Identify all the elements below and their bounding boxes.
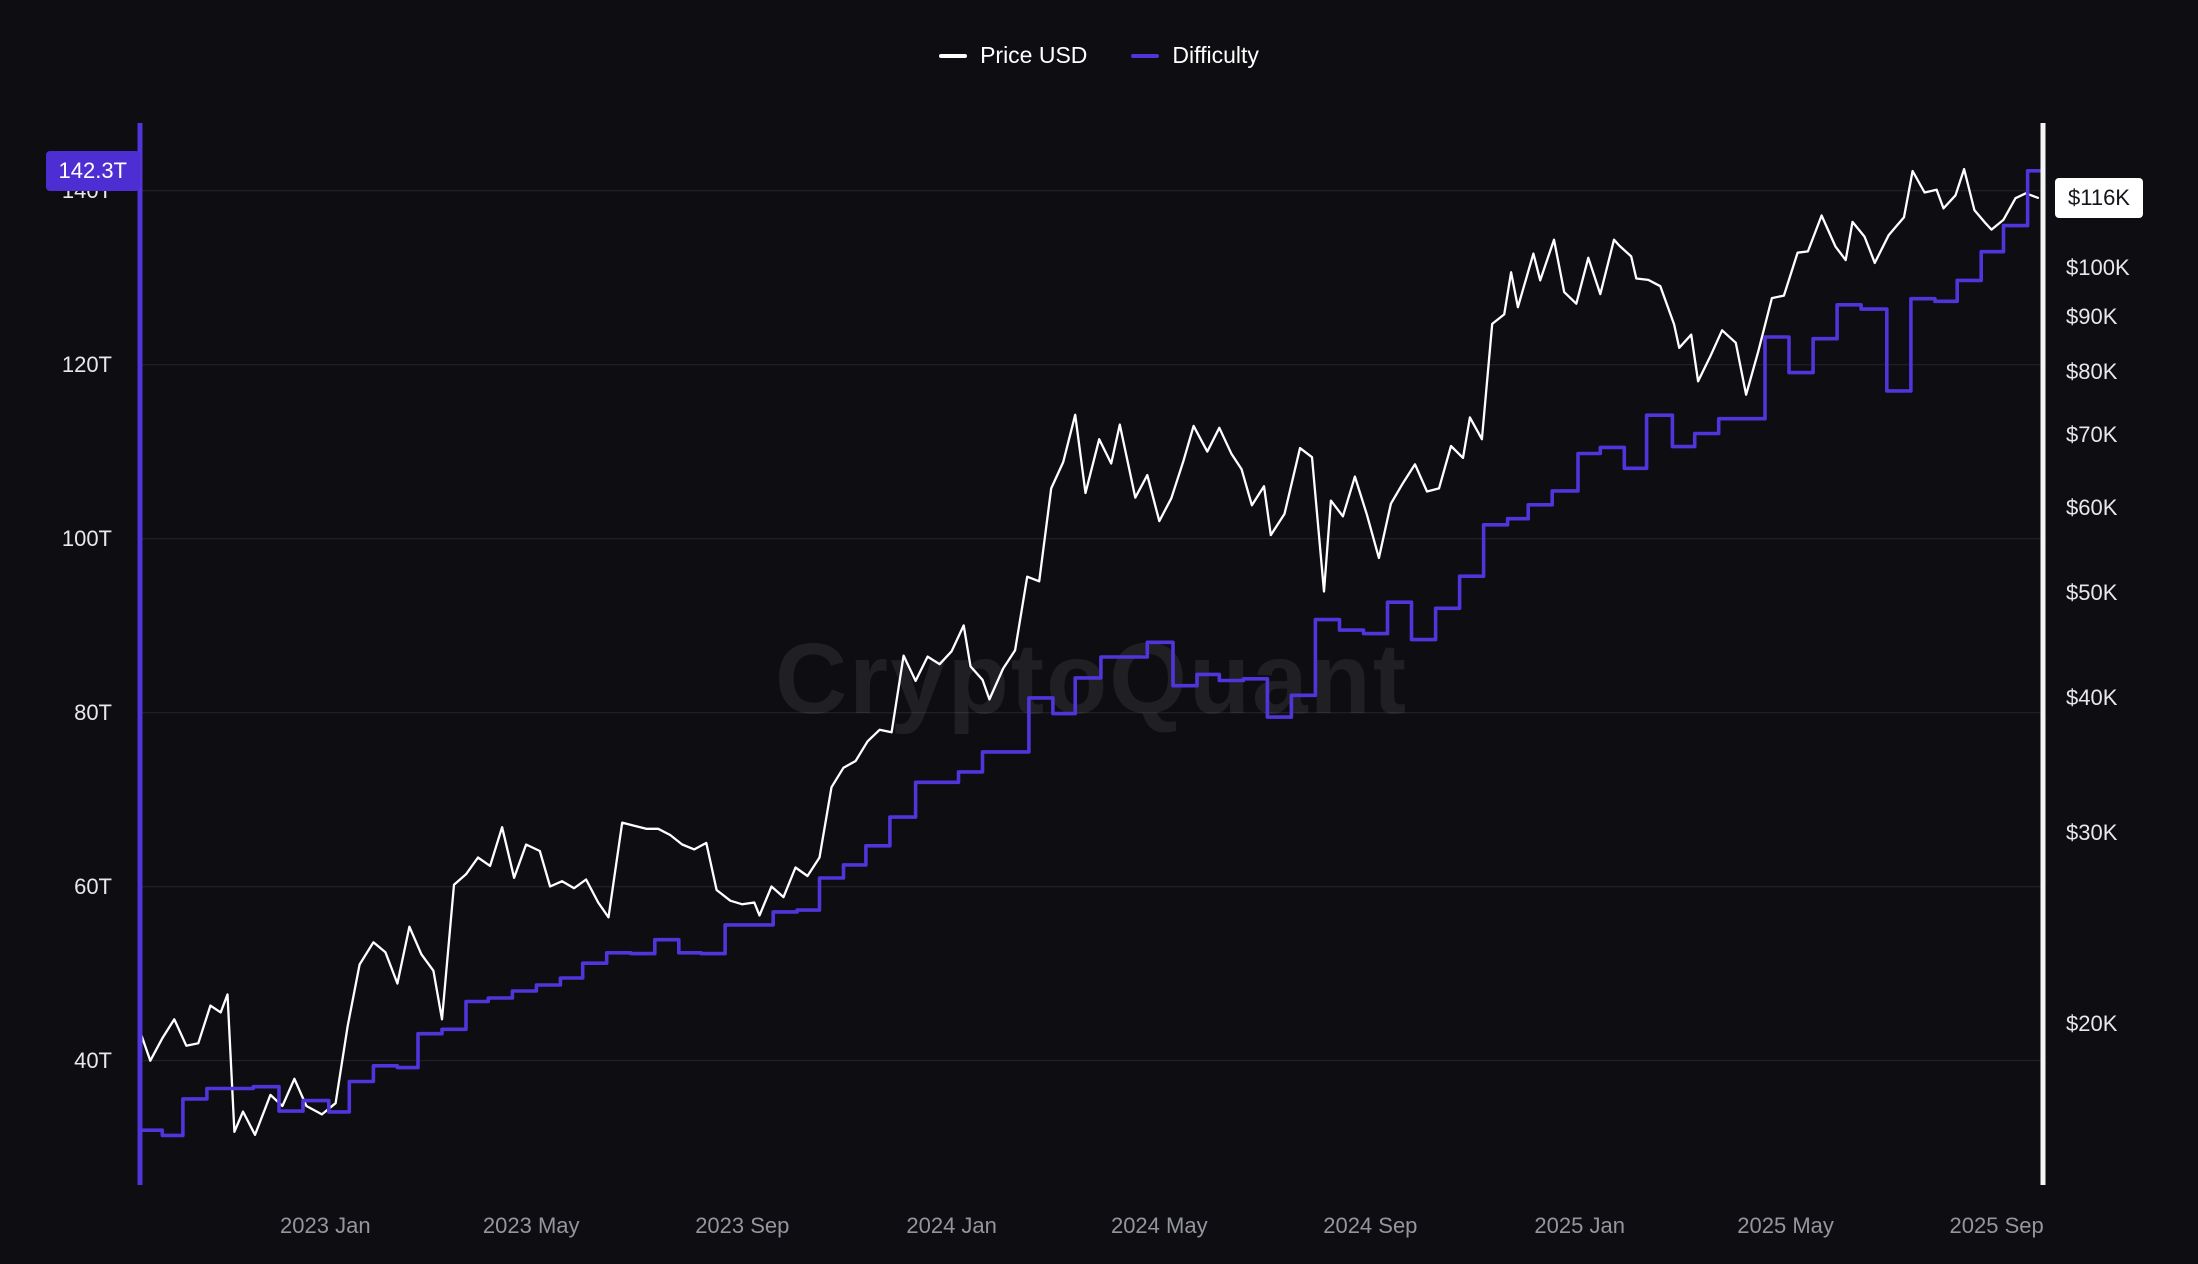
x-axis-tick: 2023 May xyxy=(482,1213,580,1238)
difficulty-line xyxy=(138,169,2045,1138)
right-axis-tick: $90K xyxy=(2066,304,2118,330)
x-axis-tick: 2024 Jan xyxy=(906,1213,997,1238)
right-axis-tick: $70K xyxy=(2066,422,2118,448)
difficulty-line-swatch-icon xyxy=(1131,53,1160,58)
left-axis-tick: 80T xyxy=(74,699,112,725)
left-axis-tick: 60T xyxy=(74,873,112,899)
chart-legend: Price USD Difficulty xyxy=(0,42,2198,69)
right-axis-tick: $40K xyxy=(2066,685,2118,711)
right-axis-tick: $80K xyxy=(2066,359,2118,385)
right-axis-tick: $100K xyxy=(2066,254,2130,280)
right-axis-tick: $50K xyxy=(2066,580,2118,606)
difficulty-value-badge: 142.3T xyxy=(45,150,140,191)
price-value-badge: $116K xyxy=(2055,177,2143,218)
x-axis-tick: 2023 Sep xyxy=(695,1213,790,1238)
x-axis-tick: 2024 Sep xyxy=(1323,1213,1418,1238)
x-axis-tick: 2025 Sep xyxy=(1949,1213,2044,1238)
left-axis-tick: 100T xyxy=(61,525,112,551)
left-axis-tick: 120T xyxy=(61,351,112,377)
legend-label-difficulty: Difficulty xyxy=(1172,42,1259,68)
price-line-swatch-icon xyxy=(939,53,968,58)
x-axis-tick: 2023 Jan xyxy=(280,1213,371,1238)
left-axis-tick: 40T xyxy=(74,1047,112,1073)
legend-item-difficulty[interactable]: Difficulty xyxy=(1131,42,1259,69)
right-axis-tick: $60K xyxy=(2066,494,2118,520)
price-usd-line xyxy=(138,167,2040,1136)
x-axis-tick: 2025 Jan xyxy=(1534,1213,1625,1238)
right-axis-tick: $20K xyxy=(2066,1011,2118,1037)
legend-label-price: Price USD xyxy=(980,42,1088,68)
x-axis-tick: 2025 May xyxy=(1737,1213,1834,1238)
right-axis-tick: $30K xyxy=(2066,820,2118,846)
x-axis-tick: 2024 May xyxy=(1110,1213,1208,1238)
legend-item-price[interactable]: Price USD xyxy=(939,42,1087,69)
